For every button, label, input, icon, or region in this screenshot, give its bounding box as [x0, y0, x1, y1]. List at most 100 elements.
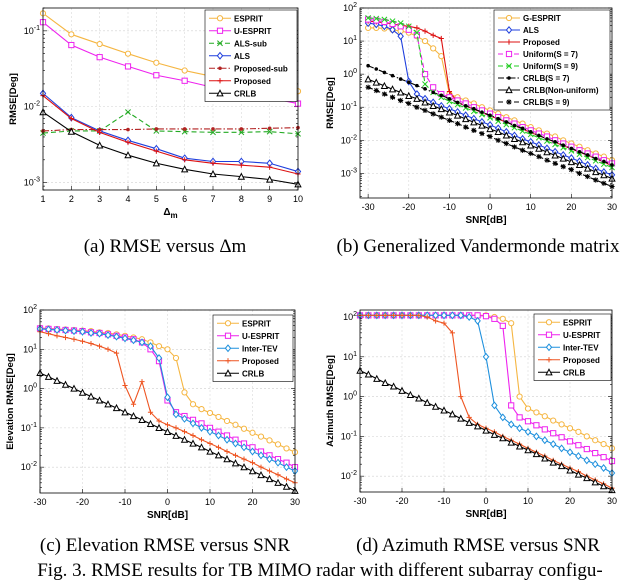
data-point — [406, 100, 412, 107]
data-point — [381, 16, 388, 23]
data-point — [414, 25, 420, 31]
data-point — [155, 423, 163, 431]
data-point — [113, 350, 120, 356]
data-point — [440, 311, 448, 320]
y-tick-label: 10-1 — [21, 422, 37, 433]
data-point — [238, 129, 245, 136]
legend-label: ESPRIT — [242, 319, 271, 328]
data-point — [566, 438, 574, 445]
data-point — [189, 439, 197, 447]
data-point — [421, 37, 429, 45]
legend-item: ALS-sub — [209, 39, 267, 48]
data-point — [241, 456, 247, 462]
data-point — [275, 472, 281, 478]
legend-marker — [224, 344, 232, 353]
data-point — [189, 419, 197, 428]
data-point — [172, 354, 180, 362]
y-axis-label: RMSE[Deg] — [8, 73, 19, 125]
data-point — [398, 386, 406, 394]
data-point — [96, 54, 103, 61]
data-point — [153, 72, 160, 79]
data-point — [124, 151, 132, 159]
data-point — [267, 126, 272, 131]
y-tick-label: 100 — [23, 383, 37, 394]
data-point — [583, 433, 590, 440]
data-point — [550, 430, 557, 437]
data-point — [541, 436, 549, 445]
data-point — [68, 115, 74, 122]
data-point — [87, 328, 95, 337]
y-tick-label: 10-3 — [341, 167, 357, 178]
legend-label: ALS-sub — [234, 39, 267, 48]
y-axis-label: Azimuth RMSE[Deg] — [325, 355, 336, 447]
data-point — [593, 156, 598, 161]
legend-marker — [506, 99, 512, 105]
data-point — [575, 452, 582, 461]
data-point — [232, 421, 239, 428]
legend-label: Inter-TEV — [563, 343, 599, 352]
data-point — [365, 84, 371, 90]
series-line — [42, 92, 299, 173]
data-point — [373, 87, 379, 94]
data-point — [372, 78, 380, 86]
data-point — [398, 77, 403, 81]
data-point — [53, 325, 61, 334]
data-point — [413, 29, 420, 36]
x-tick-label: 5 — [154, 194, 159, 204]
series-crlb — [36, 368, 299, 494]
data-point — [155, 354, 163, 363]
data-point — [437, 104, 446, 113]
data-point — [486, 124, 494, 133]
legend-marker — [505, 14, 513, 22]
data-point — [190, 432, 196, 439]
legend-item: Proposed — [209, 77, 271, 86]
legend-item: ESPRIT — [209, 14, 263, 23]
data-point — [510, 134, 519, 143]
data-point — [257, 470, 265, 479]
data-point — [374, 67, 379, 71]
y-axis-label: Elevation RMSE[Deg] — [5, 353, 16, 450]
data-point — [156, 418, 162, 424]
legend-label: U-ESPRIT — [563, 331, 600, 340]
caption-c: (c) Elevation RMSE versus SNR — [39, 535, 291, 556]
legend-item: Uniform(S = 7) — [498, 50, 578, 59]
data-point — [405, 91, 413, 99]
data-point — [130, 401, 137, 407]
data-point — [104, 331, 112, 340]
y-tick-label: 102 — [343, 2, 357, 13]
data-point — [457, 311, 465, 320]
data-point — [438, 35, 444, 42]
data-point — [600, 171, 608, 179]
x-tick-label: 0 — [488, 202, 493, 212]
data-point — [391, 312, 397, 318]
y-tick-label: 101 — [343, 351, 357, 362]
data-point — [422, 107, 428, 114]
legend-label: Proposed — [523, 38, 560, 47]
data-point — [248, 467, 257, 475]
x-tick-label: -10 — [437, 496, 450, 506]
data-point — [575, 160, 584, 169]
data-point — [448, 410, 457, 418]
data-point — [124, 63, 132, 70]
legend-label: U-ESPRIT — [242, 332, 279, 341]
x-tick-label: 30 — [607, 202, 617, 212]
data-point — [491, 401, 498, 410]
legend-item: CRLB — [209, 89, 256, 98]
data-point — [495, 137, 501, 143]
data-point — [528, 150, 534, 157]
x-tick-label: 10 — [293, 194, 303, 204]
legend-label: Proposed — [563, 356, 600, 365]
data-point — [575, 442, 582, 449]
legend-label: G-ESPRIT — [523, 14, 561, 23]
data-point — [423, 398, 431, 406]
legend-label: CRLB — [563, 368, 585, 377]
data-point — [474, 316, 481, 325]
legend-marker — [225, 358, 231, 364]
data-point — [283, 463, 290, 472]
data-point — [583, 456, 591, 465]
data-point — [558, 434, 565, 441]
data-point — [449, 330, 455, 336]
data-point — [416, 312, 422, 318]
series-crlb-non-uniform- — [364, 75, 616, 182]
x-tick-label: -30 — [353, 496, 366, 506]
